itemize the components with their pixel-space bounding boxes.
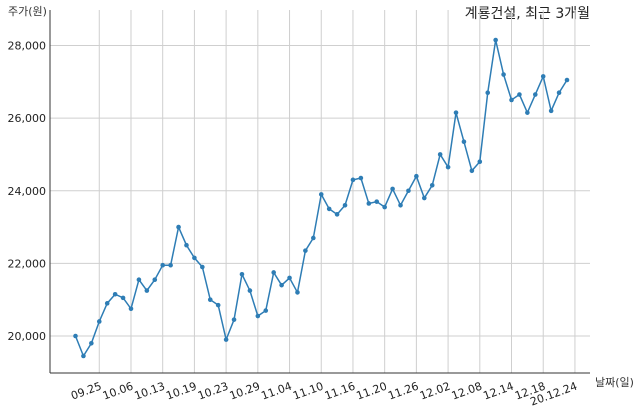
data-point — [184, 242, 189, 248]
data-point — [540, 74, 546, 79]
data-point — [414, 173, 419, 179]
x-tick-label: 09.25 — [69, 380, 103, 403]
data-point — [239, 271, 245, 277]
data-point — [152, 277, 158, 283]
x-tick-label: 10.19 — [164, 380, 198, 403]
x-axis-ticks: 09.2510.0610.1310.1910.2310.2911.0411.10… — [69, 380, 579, 409]
data-point — [517, 92, 522, 97]
y-tick-label: 22,000 — [8, 257, 47, 270]
data-point — [263, 308, 269, 313]
data-point — [112, 291, 118, 297]
data-point — [231, 317, 237, 322]
x-tick-label: 11.10 — [291, 380, 325, 403]
data-point — [350, 177, 356, 183]
data-point — [429, 183, 435, 188]
data-point — [136, 277, 142, 283]
y-tick-label: 20,000 — [8, 330, 47, 343]
data-point — [160, 262, 166, 268]
data-point — [192, 255, 197, 261]
data-point — [176, 224, 181, 230]
data-point — [247, 288, 253, 293]
data-point — [207, 297, 213, 302]
data-point — [461, 139, 467, 145]
data-point — [334, 212, 340, 217]
y-axis-label: 주가(원) — [8, 5, 47, 18]
data-point — [342, 202, 348, 208]
data-point — [382, 204, 387, 210]
data-point — [485, 90, 491, 96]
x-tick-label: 12.08 — [450, 380, 484, 403]
data-point — [366, 201, 372, 206]
data-point — [398, 202, 403, 208]
x-tick-label: 11.20 — [355, 380, 389, 403]
data-point — [469, 168, 475, 174]
x-tick-label: 12.02 — [418, 380, 452, 403]
data-point — [445, 164, 451, 170]
data-point — [144, 288, 150, 293]
data-point — [215, 302, 221, 308]
x-tick-label: 10.29 — [228, 380, 262, 403]
y-tick-label: 28,000 — [8, 40, 47, 53]
data-point — [89, 340, 94, 346]
data-point — [311, 235, 316, 241]
x-tick-label: 10.06 — [101, 380, 135, 403]
data-point — [525, 110, 530, 115]
y-tick-label: 26,000 — [8, 112, 47, 125]
data-point — [303, 248, 308, 253]
data-point — [128, 306, 134, 312]
axes — [49, 10, 590, 374]
data-point — [493, 37, 498, 43]
y-tick-label: 24,000 — [8, 185, 47, 198]
data-point — [390, 186, 395, 192]
x-tick-label: 11.04 — [260, 380, 294, 403]
data-point — [556, 90, 562, 96]
data-point — [374, 199, 380, 204]
data-point — [477, 159, 483, 164]
data-point — [422, 195, 427, 201]
data-point — [509, 97, 514, 103]
data-point — [406, 188, 411, 194]
x-axis-label: 날짜(일) — [595, 375, 634, 389]
data-point — [295, 290, 300, 295]
data-point — [73, 333, 78, 339]
data-point — [501, 72, 506, 77]
data-point — [287, 275, 292, 281]
data-point — [326, 206, 332, 212]
x-tick-label: 10.23 — [196, 380, 230, 403]
x-tick-label: 11.26 — [386, 380, 420, 403]
data-point — [548, 108, 554, 114]
data-point — [255, 313, 261, 319]
grid — [50, 10, 590, 373]
data-point — [120, 295, 126, 301]
price-series — [73, 37, 570, 359]
data-point — [81, 353, 86, 359]
data-point — [200, 264, 205, 270]
y-axis-ticks: 20,000 22,000 24,000 26,000 28,000 — [8, 40, 47, 344]
data-point — [318, 192, 324, 197]
data-point — [564, 77, 570, 83]
x-tick-label: 11.16 — [323, 380, 357, 403]
chart-title: 계룡건설, 최근 3개월 — [465, 6, 590, 22]
data-point — [104, 301, 110, 306]
data-point — [532, 92, 538, 97]
x-tick-label: 10.13 — [133, 380, 167, 403]
data-point — [96, 319, 102, 324]
data-point — [358, 175, 364, 181]
data-point — [168, 262, 173, 268]
data-point — [437, 152, 443, 157]
data-point — [271, 270, 276, 275]
data-point — [223, 337, 229, 342]
x-tick-label: 12.14 — [481, 380, 515, 403]
data-point — [279, 282, 284, 288]
data-point — [453, 110, 459, 115]
